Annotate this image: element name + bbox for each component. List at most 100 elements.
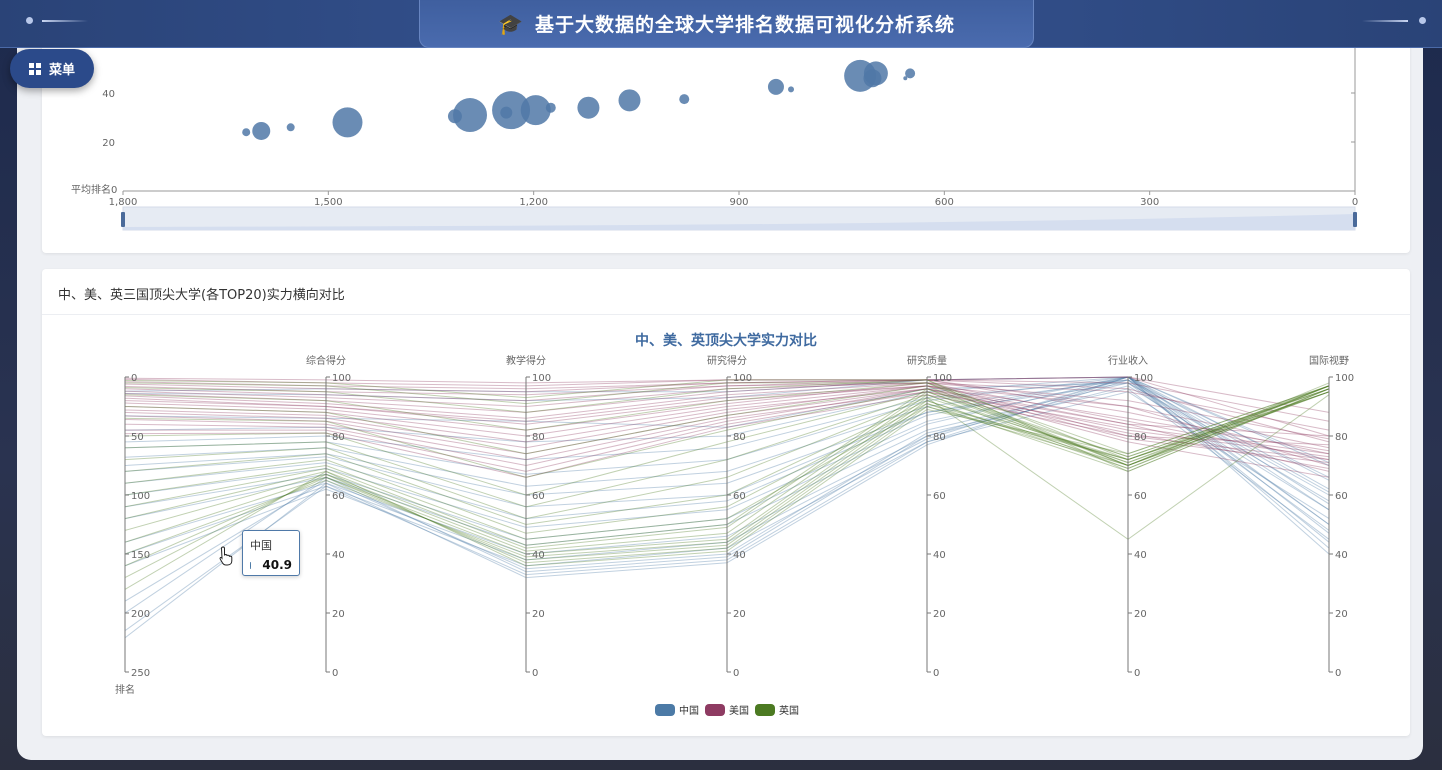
axis-name: 研究得分 bbox=[707, 354, 747, 367]
page-title: 基于大数据的全球大学排名数据可视化分析系统 bbox=[534, 14, 955, 36]
axis-tick-label: 40 bbox=[933, 550, 946, 561]
zoom-handle-right bbox=[1353, 212, 1357, 227]
chart-title: 中、美、英顶尖大学实力对比 bbox=[635, 332, 817, 349]
y-tick-label: 20 bbox=[102, 138, 115, 149]
axis-tick-label: 80 bbox=[733, 432, 746, 443]
x-tick-label: 600 bbox=[935, 197, 954, 208]
axis-tick-label: 40 bbox=[1134, 550, 1147, 561]
scatter-point bbox=[492, 91, 531, 130]
axis-tick-label: 20 bbox=[532, 609, 545, 620]
menu-button-label: 菜单 bbox=[48, 63, 75, 78]
scatter-point bbox=[618, 89, 641, 112]
axis-tick-label: 60 bbox=[532, 491, 545, 502]
axis-tick-label: 0 bbox=[131, 373, 137, 384]
axis-tick-label: 250 bbox=[131, 668, 150, 679]
axis-tick-label: 100 bbox=[1134, 373, 1153, 384]
x-tick-label: 0 bbox=[1352, 197, 1358, 208]
x-tick-label: 300 bbox=[1140, 197, 1159, 208]
axis-tick-label: 60 bbox=[933, 491, 946, 502]
axis-name: 国际视野 bbox=[1309, 354, 1349, 367]
axis-tick-label: 80 bbox=[532, 432, 545, 443]
axis-tick-label: 0 bbox=[733, 668, 739, 679]
axis-tick-label: 20 bbox=[1335, 609, 1348, 620]
zoom-handle-left bbox=[121, 212, 125, 227]
title-box: 🎓 基于大数据的全球大学排名数据可视化分析系统 bbox=[419, 0, 1034, 48]
axis-tick-label: 40 bbox=[532, 550, 545, 561]
axis-tick-label: 200 bbox=[131, 609, 150, 620]
hand-cursor-icon bbox=[219, 546, 233, 566]
legend-swatch bbox=[705, 704, 725, 716]
axis-tick-label: 40 bbox=[1335, 550, 1348, 561]
scatter-point bbox=[905, 68, 916, 79]
grid-icon bbox=[28, 62, 41, 75]
tooltip-series-name: 中国 bbox=[250, 539, 272, 552]
axis-name: 研究质量 bbox=[907, 354, 947, 367]
scatter-point bbox=[545, 102, 556, 113]
axis-tick-label: 100 bbox=[733, 373, 752, 384]
scatter-point bbox=[903, 76, 908, 81]
axis-tick-label: 0 bbox=[332, 668, 338, 679]
scatter-point bbox=[242, 128, 251, 137]
x-tick-label: 1,200 bbox=[519, 197, 548, 208]
zoom-slider-shadow bbox=[123, 214, 1355, 230]
chart-tooltip: 中国 40.9 bbox=[242, 530, 300, 576]
parallel-chart: 中、美、英顶尖大学实力对比050100150200250排名0204060801… bbox=[115, 332, 1354, 717]
axis-tick-label: 80 bbox=[1134, 432, 1147, 443]
axis-tick-label: 20 bbox=[933, 609, 946, 620]
scatter-point bbox=[520, 95, 551, 126]
axis-name: 行业收入 bbox=[1108, 354, 1148, 367]
scatter-point bbox=[788, 86, 795, 93]
legend-swatch bbox=[655, 704, 675, 716]
axis-tick-label: 100 bbox=[933, 373, 952, 384]
scatter-point bbox=[863, 61, 888, 86]
scatter-point bbox=[577, 96, 600, 119]
top-header-bar: 🎓 基于大数据的全球大学排名数据可视化分析系统 bbox=[0, 0, 1442, 48]
menu-button[interactable]: 菜单 bbox=[10, 49, 94, 88]
axis-tick-label: 80 bbox=[933, 432, 946, 443]
axis-tick-label: 80 bbox=[1335, 432, 1348, 443]
axis-tick-label: 50 bbox=[131, 432, 144, 443]
axis-name: 综合得分 bbox=[306, 354, 346, 367]
scatter-point bbox=[286, 123, 295, 132]
axis-tick-label: 40 bbox=[332, 550, 345, 561]
scatter-card: 1,800 1,500 1,200 900 600 300 0 20 40 平均排名0 bbox=[42, 48, 1410, 253]
x-tick-label: 1,800 bbox=[109, 197, 138, 208]
axis-tick-label: 60 bbox=[332, 491, 345, 502]
y-axis-name: 平均排名0 bbox=[71, 183, 117, 196]
axis-tick-label: 60 bbox=[1335, 491, 1348, 502]
axis-tick-label: 0 bbox=[1335, 668, 1341, 679]
main-content: 1,800 1,500 1,200 900 600 300 0 20 40 平均排名0 中、美、英… bbox=[17, 48, 1423, 760]
axis-tick-label: 100 bbox=[532, 373, 551, 384]
legend-label: 美国 bbox=[729, 704, 749, 717]
legend-swatch bbox=[755, 704, 775, 716]
y-tick-label: 40 bbox=[102, 89, 115, 100]
axis-tick-label: 80 bbox=[332, 432, 345, 443]
x-tick-label: 900 bbox=[729, 197, 748, 208]
axis-tick-label: 20 bbox=[332, 609, 345, 620]
axis-tick-label: 0 bbox=[933, 668, 939, 679]
axis-tick-label: 0 bbox=[532, 668, 538, 679]
axis-tick-label: 100 bbox=[1335, 373, 1354, 384]
legend-label: 英国 bbox=[779, 704, 799, 717]
scatter-point bbox=[252, 121, 271, 140]
axis-name: 教学得分 bbox=[506, 354, 546, 367]
axis-name: 排名 bbox=[115, 683, 135, 696]
header-decor-line-left bbox=[42, 20, 88, 22]
axis-tick-label: 150 bbox=[131, 550, 150, 561]
tooltip-value: 40.9 bbox=[262, 558, 292, 572]
axis-tick-label: 60 bbox=[1134, 491, 1147, 502]
axis-tick-label: 100 bbox=[332, 373, 351, 384]
legend-label: 中国 bbox=[679, 704, 699, 717]
axis-tick-label: 60 bbox=[733, 491, 746, 502]
scatter-point bbox=[679, 94, 690, 105]
axis-tick-label: 0 bbox=[1134, 668, 1140, 679]
graduation-cap-icon: 🎓 bbox=[498, 11, 523, 36]
axis-tick-label: 40 bbox=[733, 550, 746, 561]
axis-tick-label: 20 bbox=[1134, 609, 1147, 620]
scatter-point bbox=[332, 107, 363, 138]
header-decor-line-right bbox=[1362, 20, 1408, 22]
axis-tick-label: 20 bbox=[733, 609, 746, 620]
scatter-chart: 1,800 1,500 1,200 900 600 300 0 20 40 平均排名0 bbox=[71, 48, 1358, 231]
header-decor-dot-left bbox=[26, 17, 33, 24]
scatter-point bbox=[453, 98, 488, 133]
